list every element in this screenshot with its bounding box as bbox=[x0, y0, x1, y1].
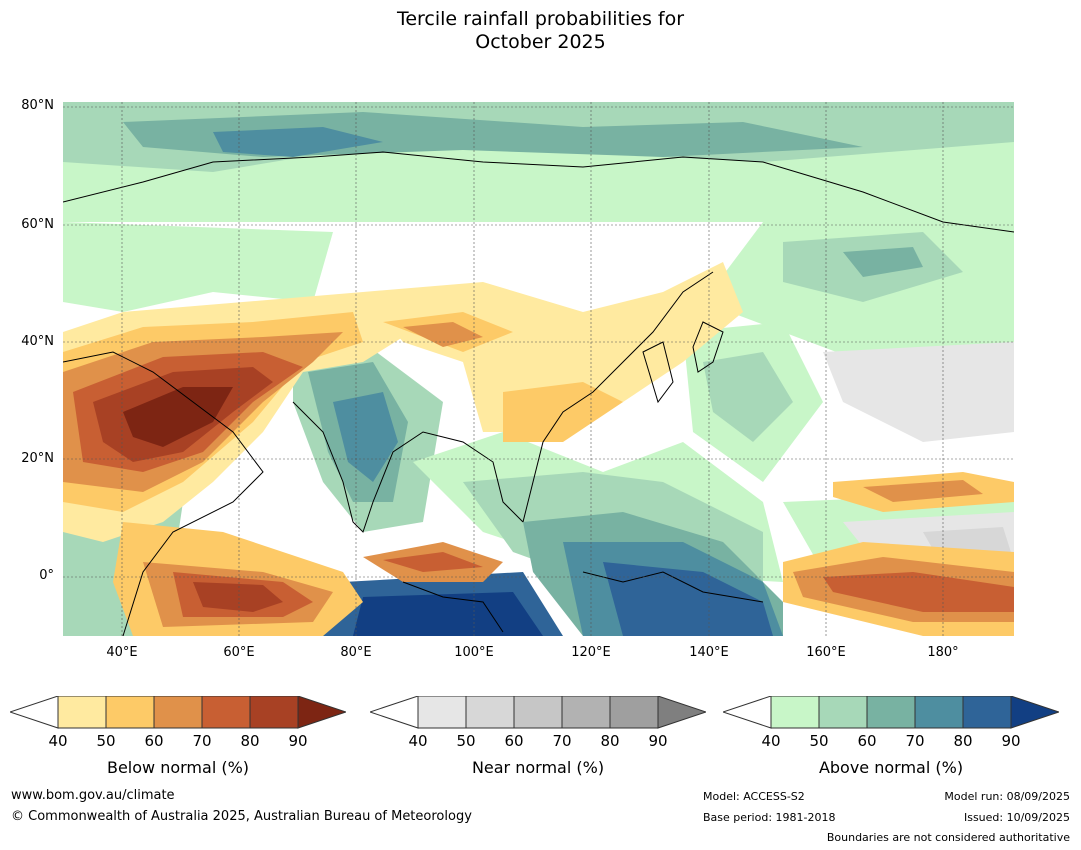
cb-below-label: Below normal (%) bbox=[106, 758, 250, 777]
cb-above-tick-60: 60 bbox=[857, 732, 877, 750]
coastlines bbox=[63, 151, 1014, 636]
cb-near-tick-60: 60 bbox=[504, 732, 524, 750]
cb-near-tick-80: 80 bbox=[600, 732, 620, 750]
base-period-text: Base period: 1981-2018 bbox=[703, 811, 836, 824]
cb-above-tick-50: 50 bbox=[809, 732, 829, 750]
copyright-text: © Commonwealth of Australia 2025, Austra… bbox=[11, 809, 472, 824]
cb-above-tick-70: 70 bbox=[905, 732, 925, 750]
lon-label-120e: 120°E bbox=[571, 645, 611, 660]
website-link[interactable]: www.bom.gov.au/climate bbox=[11, 788, 175, 803]
probability-map bbox=[63, 102, 1014, 636]
lon-label-60e: 60°E bbox=[223, 645, 255, 660]
colorbar-above-normal-swatches bbox=[721, 695, 1061, 729]
colorbar-below-normal-swatches bbox=[8, 695, 348, 729]
lon-label-100e: 100°E bbox=[454, 645, 494, 660]
cb-near-label: Near normal (%) bbox=[471, 758, 605, 777]
cb-above-tick-40: 40 bbox=[761, 732, 781, 750]
lat-label-40n: 40°N bbox=[21, 334, 54, 349]
cb-near-tick-70: 70 bbox=[552, 732, 572, 750]
cb-near-tick-50: 50 bbox=[456, 732, 476, 750]
graticule bbox=[63, 102, 1014, 636]
lat-label-20n: 20°N bbox=[21, 451, 54, 466]
cb-above-tick-90: 90 bbox=[1001, 732, 1021, 750]
title-line-1: Tercile rainfall probabilities for bbox=[396, 8, 685, 30]
colorbar-near-normal-swatches bbox=[368, 695, 708, 729]
lon-label-40e: 40°E bbox=[106, 645, 138, 660]
model-run-text: Model run: 08/09/2025 bbox=[944, 790, 1070, 803]
cb-below-tick-80: 80 bbox=[240, 732, 260, 750]
lon-label-80e: 80°E bbox=[340, 645, 372, 660]
map-title: Tercile rainfall probabilities for Octob… bbox=[0, 8, 1081, 54]
colorbar-below-normal: 40 50 60 70 80 90 Below normal (%) bbox=[8, 695, 348, 786]
lat-label-0: 0° bbox=[39, 568, 54, 583]
colorbar-above-normal: 40 50 60 70 80 90 Above normal (%) bbox=[721, 695, 1061, 786]
cb-near-tick-90: 90 bbox=[648, 732, 668, 750]
cb-above-label: Above normal (%) bbox=[818, 758, 964, 777]
model-text: Model: ACCESS-S2 bbox=[703, 790, 805, 803]
cb-above-tick-80: 80 bbox=[953, 732, 973, 750]
lon-label-160e: 160°E bbox=[806, 645, 846, 660]
disclaimer-text: Boundaries are not considered authoritat… bbox=[826, 831, 1070, 844]
issued-text: Issued: 10/09/2025 bbox=[963, 811, 1070, 824]
title-line-2: October 2025 bbox=[475, 31, 606, 53]
cb-near-tick-40: 40 bbox=[408, 732, 428, 750]
below-normal-regions bbox=[63, 262, 1014, 636]
cb-below-tick-40: 40 bbox=[48, 732, 68, 750]
cb-below-tick-60: 60 bbox=[144, 732, 164, 750]
lon-label-180: 180° bbox=[927, 645, 959, 660]
colorbar-near-normal: 40 50 60 70 80 90 Near normal (%) bbox=[368, 695, 708, 786]
cb-below-tick-50: 50 bbox=[96, 732, 116, 750]
lat-label-60n: 60°N bbox=[21, 217, 54, 232]
lon-label-140e: 140°E bbox=[689, 645, 729, 660]
lat-label-80n: 80°N bbox=[21, 98, 54, 113]
cb-below-tick-90: 90 bbox=[288, 732, 308, 750]
cb-below-tick-70: 70 bbox=[192, 732, 212, 750]
map-svg bbox=[63, 102, 1014, 636]
